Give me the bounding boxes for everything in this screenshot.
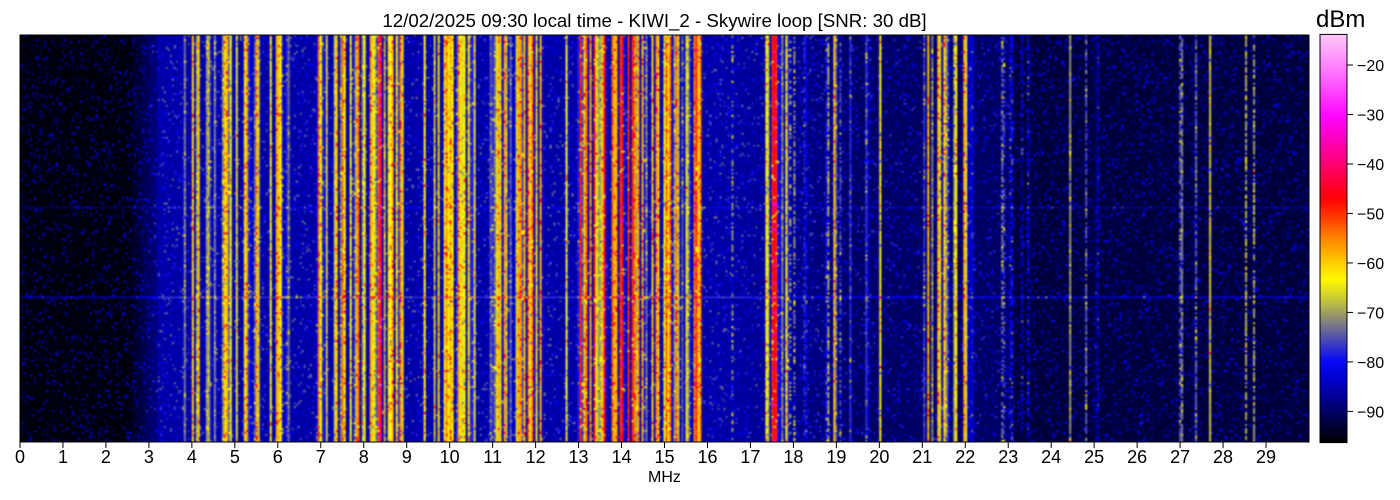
svg-text:18: 18 [783,447,803,467]
svg-text:23: 23 [998,447,1018,467]
svg-text:28: 28 [1213,447,1233,467]
svg-text:0: 0 [15,447,25,467]
svg-text:12: 12 [526,447,546,467]
svg-text:−60: −60 [1357,256,1384,273]
svg-text:8: 8 [359,447,369,467]
svg-text:26: 26 [1127,447,1147,467]
svg-text:1: 1 [58,447,68,467]
svg-text:−20: −20 [1357,58,1384,75]
svg-text:MHz: MHz [648,469,681,486]
svg-text:4: 4 [187,447,197,467]
svg-text:5: 5 [230,447,240,467]
svg-text:24: 24 [1041,447,1061,467]
svg-text:17: 17 [740,447,760,467]
svg-text:−30: −30 [1357,107,1384,124]
svg-text:25: 25 [1084,447,1104,467]
svg-text:9: 9 [402,447,412,467]
svg-text:−70: −70 [1357,305,1384,322]
svg-text:−90: −90 [1357,404,1384,421]
svg-text:3: 3 [144,447,154,467]
svg-text:−40: −40 [1357,157,1384,174]
svg-text:19: 19 [826,447,846,467]
svg-text:−80: −80 [1357,355,1384,372]
svg-text:22: 22 [955,447,975,467]
svg-text:dBm: dBm [1316,6,1365,33]
svg-text:27: 27 [1170,447,1190,467]
svg-text:10: 10 [440,447,460,467]
svg-text:16: 16 [697,447,717,467]
svg-text:21: 21 [912,447,932,467]
svg-text:11: 11 [483,447,502,467]
svg-text:14: 14 [612,447,632,467]
svg-text:7: 7 [316,447,326,467]
svg-text:15: 15 [654,447,674,467]
svg-text:−50: −50 [1357,206,1384,223]
svg-text:6: 6 [273,447,283,467]
svg-text:13: 13 [569,447,589,467]
svg-text:29: 29 [1256,447,1276,467]
svg-text:2: 2 [101,447,111,467]
svg-text:20: 20 [869,447,889,467]
